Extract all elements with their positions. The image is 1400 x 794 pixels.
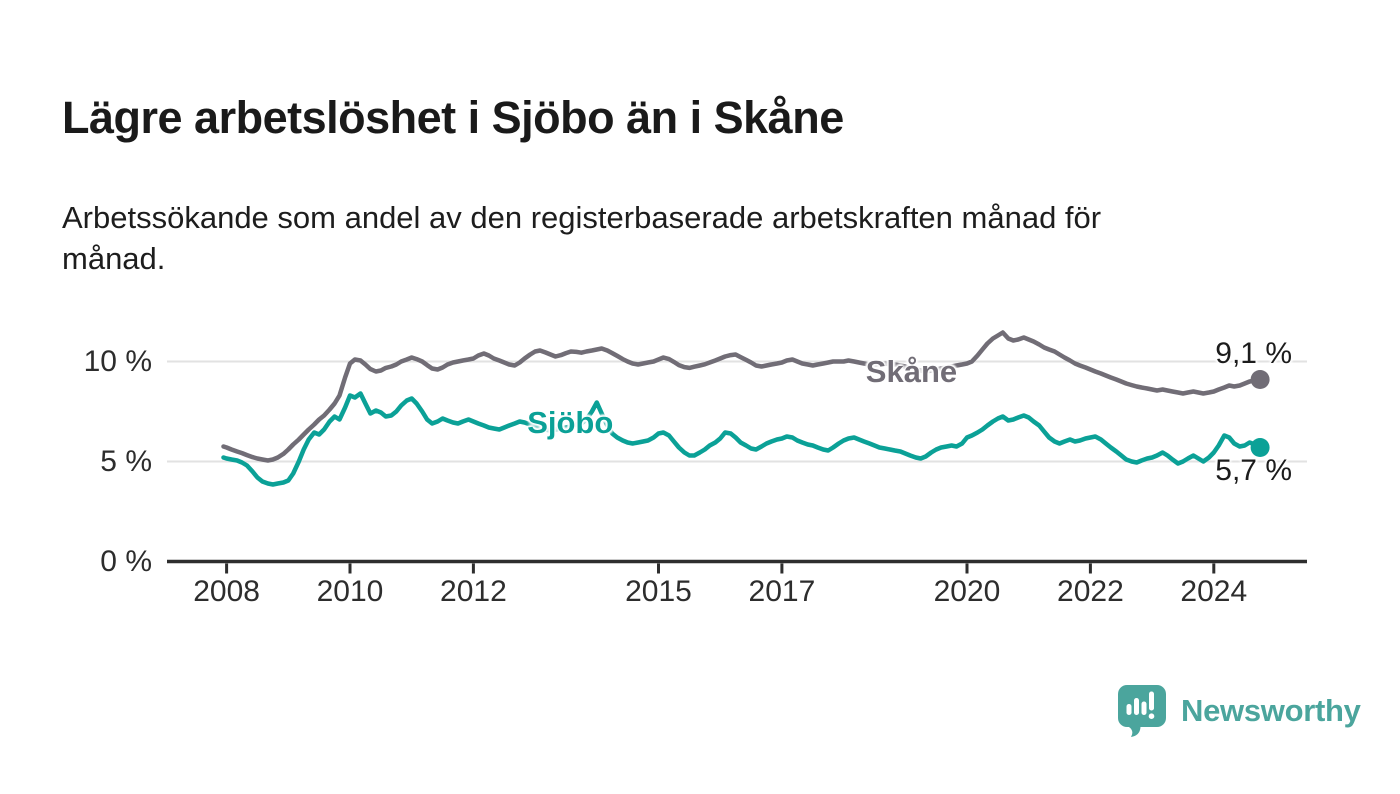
chart-title: Lägre arbetslöshet i Sjöbo än i Skåne <box>62 92 844 144</box>
newsworthy-logo-icon <box>1118 685 1166 737</box>
newsworthy-logo: Newsworthy <box>1118 685 1361 737</box>
series-end-dot-skåne <box>1250 370 1270 389</box>
newsworthy-logo-text: Newsworthy <box>1181 693 1361 728</box>
series-end-dot-sjöbo <box>1250 438 1270 457</box>
series-line-sjöbo <box>221 391 1263 487</box>
series-line-skåne <box>221 330 1263 463</box>
chart-subtitle: Arbetssökande som andel av den registerb… <box>62 200 1102 276</box>
